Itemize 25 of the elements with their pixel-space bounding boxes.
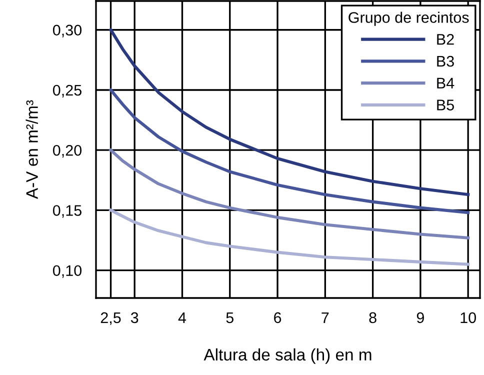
- y-tick-label: 0,10: [52, 265, 82, 278]
- x-tick-label: 6: [274, 312, 282, 324]
- legend-label: B3: [437, 56, 454, 67]
- x-axis-title: Altura de sala (h) en m: [204, 348, 372, 364]
- line-series: [109, 28, 470, 196]
- line-series: [109, 208, 470, 266]
- x-tick-label: 9: [416, 312, 424, 324]
- legend-label: B4: [437, 78, 454, 88]
- x-tick-label: 8: [369, 312, 376, 324]
- line-series: [109, 148, 470, 240]
- x-tick-label: 7: [322, 312, 329, 323]
- y-tick-label: 0,25: [52, 84, 82, 98]
- y-tick-label: 0,30: [52, 24, 82, 38]
- x-tick-label: 4: [178, 312, 186, 323]
- x-tick-label: 5: [226, 312, 234, 324]
- y-tick-label: 0,20: [52, 144, 82, 158]
- x-tick-label: 2,5: [100, 312, 121, 325]
- line-series: [109, 88, 470, 214]
- y-tick-label: 0,15: [52, 205, 82, 218]
- x-tick-label: 10: [460, 312, 476, 324]
- x-tick-label: 3: [130, 312, 138, 324]
- legend-title: Grupo de recintos: [348, 12, 469, 26]
- legend-label: B5: [437, 100, 454, 110]
- legend-label: B2: [437, 34, 454, 45]
- y-axis-title: A-V en m²/m³: [26, 100, 38, 200]
